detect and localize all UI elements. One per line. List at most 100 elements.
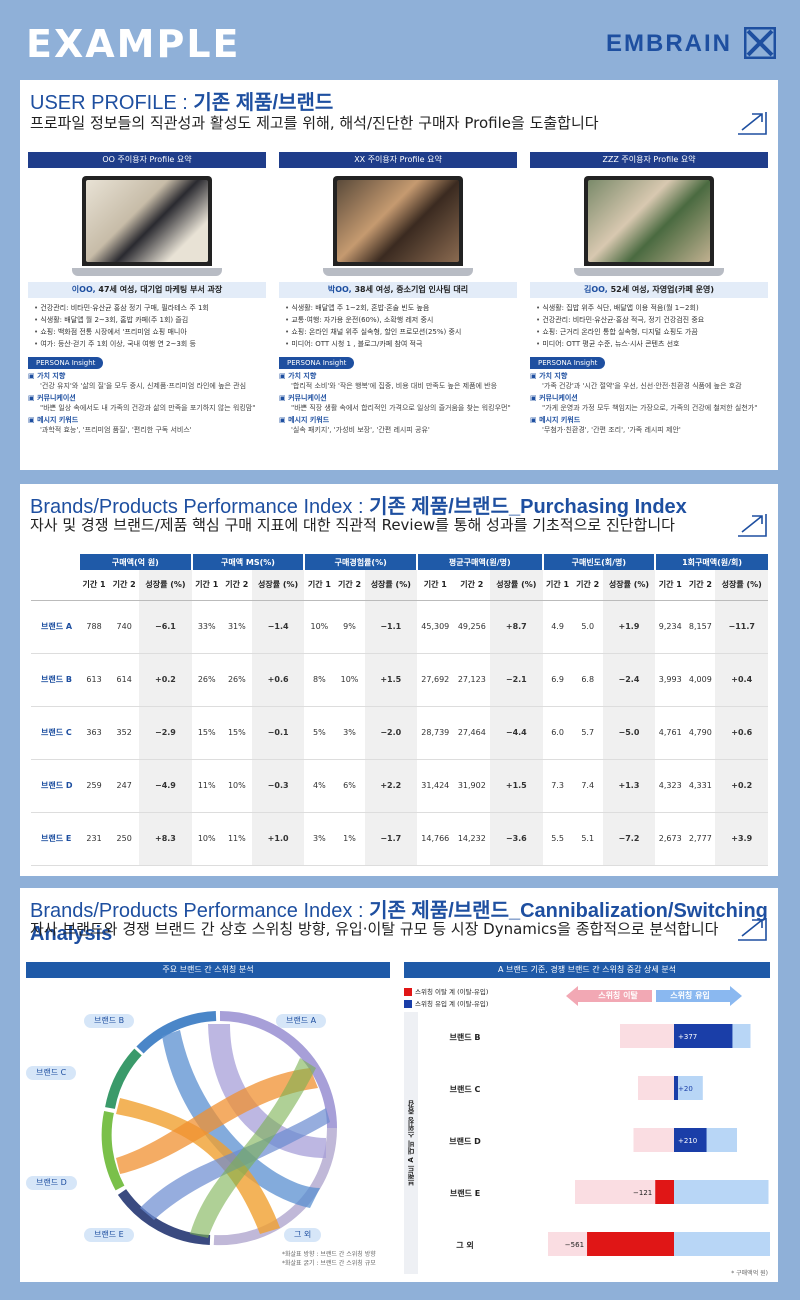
value-cell: +0.2	[715, 759, 768, 813]
net-switch-bar	[655, 1180, 674, 1204]
value-cell: 5.5	[542, 812, 573, 866]
column-header: 기간 2	[453, 570, 491, 601]
value-cell: −0.3	[251, 759, 305, 813]
persona-name: 이OO, 47세 여성, 대기업 마케팅 부서 과장	[28, 282, 266, 298]
value-cell: 11%	[221, 812, 252, 866]
switching-analysis-panel: Brands/Products Performance Index : 기존 제…	[20, 888, 778, 1282]
value-cell: 1%	[334, 812, 365, 866]
value-cell: 250	[109, 812, 140, 866]
value-cell: −5.0	[602, 706, 656, 760]
switch-out-bar	[620, 1024, 674, 1048]
column-header: 성장률 (%)	[715, 570, 768, 601]
chord-arc-b	[136, 1011, 217, 1054]
chord-arc-e	[117, 1189, 211, 1245]
value-cell: +8.3	[139, 812, 192, 866]
persona-bullets: 식생활: 집밥 위주 식단, 배달앱 이용 적음(월 1~2회)건강관리: 비타…	[530, 302, 768, 350]
chord-arc-other	[213, 1127, 338, 1246]
persona-name: 김OO, 52세 여성, 자영업(카페 운영)	[530, 282, 768, 298]
value-cell: 6.0	[542, 706, 573, 760]
panel-subtitle: 프로파일 정보들의 직관성과 활성도 제고를 위해, 해석/진단한 구매자 Pr…	[30, 114, 599, 132]
persona-keyword: 커뮤니케이션"바쁜 직장 생활 속에서 합리적인 가격으로 일상의 즐거움을 찾…	[279, 393, 517, 413]
column-header: 기간 1	[79, 570, 110, 601]
value-cell: 10%	[221, 759, 252, 813]
value-cell: 15%	[191, 706, 222, 760]
persona-card: OO 주이용자 Profile 요약 이OO, 47세 여성, 대기업 마케팅 …	[28, 152, 266, 464]
column-header: 기간 2	[685, 570, 716, 601]
value-cell: 2,673	[655, 812, 686, 866]
value-cell: 28,739	[417, 706, 454, 760]
value-cell: 4.9	[542, 600, 573, 654]
diagonal-arrow-icon	[738, 112, 767, 135]
value-cell: 14,766	[417, 812, 454, 866]
value-cell: −2.9	[139, 706, 192, 760]
value-cell: 788	[79, 600, 110, 654]
value-cell: 5.1	[572, 812, 603, 866]
value-cell: 45,309	[417, 600, 454, 654]
column-group: 1회구매액(원/회)	[654, 554, 768, 570]
net-value-label: +210	[678, 1137, 697, 1145]
value-cell: 9,234	[655, 600, 686, 654]
brand-cell: 브랜드 C	[31, 706, 79, 760]
value-cell: 259	[79, 759, 110, 813]
brand-cell: 브랜드 A	[31, 600, 79, 654]
chord-label: 브랜드 B	[84, 1014, 135, 1028]
persona-keyword: 가치 지향'가족 건강'과 '시간 절약'을 우선, 신선·안전·친환경 식품에…	[530, 371, 768, 391]
net-value-label: +20	[678, 1085, 693, 1093]
value-cell: 2,777	[685, 812, 716, 866]
net-value-label: +377	[678, 1033, 697, 1041]
chord-arc-d	[101, 1110, 125, 1191]
column-group: 구매액 MS(%)	[190, 554, 305, 570]
diagonal-arrow-icon	[738, 918, 767, 941]
persona-header: OO 주이용자 Profile 요약	[28, 152, 266, 168]
column-header: 기간 2	[109, 570, 140, 601]
net-switch-bar	[674, 1024, 733, 1048]
value-cell: 11%	[191, 759, 222, 813]
persona-keyword: 메시지 키워드'실속 패키지', '가성비 보장', '간편 레시피 공유'	[279, 415, 517, 435]
value-cell: +0.2	[139, 653, 192, 707]
switch-in-bar	[674, 1180, 769, 1204]
value-cell: −4.4	[490, 706, 543, 760]
brand-cell: 브랜드 B	[31, 653, 79, 707]
column-header: 성장률 (%)	[602, 570, 656, 601]
column-header: 기간 1	[304, 570, 335, 601]
value-cell: +0.6	[251, 653, 305, 707]
bar-brand-label: 브랜드 D	[449, 1136, 481, 1146]
value-cell: +3.9	[715, 812, 768, 866]
net-switch-bar	[674, 1128, 707, 1152]
value-cell: 5.0	[572, 600, 603, 654]
value-cell: −1.4	[251, 600, 305, 654]
value-cell: 26%	[191, 653, 222, 707]
value-cell: +1.5	[364, 653, 418, 707]
panel-subtitle: 자사 브랜드와 경쟁 브랜드 간 상호 스위칭 방향, 유입·이탈 규모 등 시…	[30, 920, 719, 938]
chord-diagram	[101, 1011, 338, 1246]
switch-out-bar	[638, 1076, 674, 1100]
value-cell: 4,323	[655, 759, 686, 813]
value-cell: +0.4	[715, 653, 768, 707]
value-cell: −2.0	[364, 706, 418, 760]
value-cell: −3.6	[490, 812, 543, 866]
value-cell: 10%	[304, 600, 335, 654]
value-cell: +1.3	[602, 759, 656, 813]
value-cell: −4.9	[139, 759, 192, 813]
persona-name: 박OO, 38세 여성, 중소기업 인사팀 대리	[279, 282, 517, 298]
example-title: EXAMPLE	[26, 22, 241, 66]
chord-label: 브랜드 D	[26, 1176, 77, 1190]
embrain-logo-mark-icon	[744, 27, 776, 59]
laptop-photo	[323, 176, 473, 276]
column-header: 기간 2	[221, 570, 252, 601]
persona-bullets: 건강관리: 비타민·유산균 홍삼 정기 구매, 필라테스 주 1회식생활: 배달…	[28, 302, 266, 350]
embrain-logo: EMBRAIN	[606, 30, 732, 57]
panel-subtitle: 자사 및 경쟁 브랜드/제품 핵심 구매 지표에 대한 직관적 Review를 …	[30, 516, 675, 534]
brand-cell: 브랜드 D	[31, 759, 79, 813]
purchasing-index-panel: Brands/Products Performance Index : 기존 제…	[20, 484, 778, 876]
value-cell: −11.7	[715, 600, 768, 654]
column-header: 성장률 (%)	[251, 570, 305, 601]
value-cell: +8.7	[490, 600, 543, 654]
value-cell: −7.2	[602, 812, 656, 866]
value-cell: 27,123	[453, 653, 491, 707]
table-row: 브랜드 E 231 250 +8.3 10% 11% +1.0 3% 1% −1.7 14,766 1…	[31, 812, 768, 866]
bar-brand-label: 브랜드 C	[450, 1084, 481, 1094]
switching-bar-chart: 브랜드 B +377 브랜드 C +20 브랜드 D +210 브랜드 E −121 그 외 −5…	[449, 1024, 770, 1256]
value-cell: +1.0	[251, 812, 305, 866]
column-group: 구매경험률(%)	[303, 554, 418, 570]
